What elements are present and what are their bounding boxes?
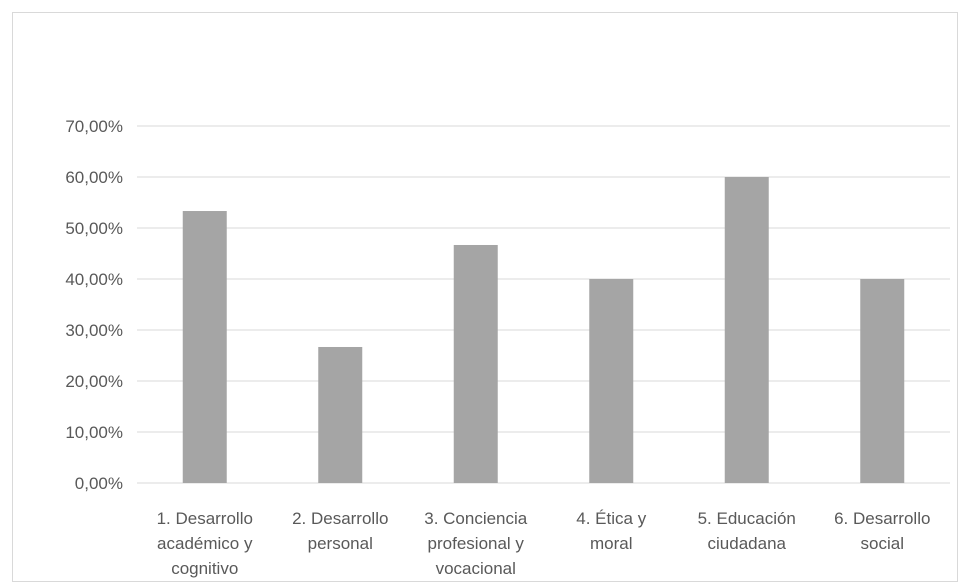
y-tick-label: 0,00% <box>75 474 123 493</box>
x-category-label: vocacional <box>436 559 516 578</box>
y-tick-label: 70,00% <box>65 117 123 136</box>
x-category-label: 4. Ética y <box>576 509 646 528</box>
x-category-label: 1. Desarrollo <box>157 509 253 528</box>
bar <box>860 279 905 483</box>
x-category-label: 5. Educación <box>698 509 796 528</box>
x-category-label: cognitivo <box>171 559 238 578</box>
x-category-label: académico y <box>157 534 253 553</box>
x-category-label: 6. Desarrollo <box>834 509 930 528</box>
x-category-label: 2. Desarrollo <box>292 509 388 528</box>
bar <box>589 279 634 483</box>
bar <box>318 346 363 483</box>
y-tick-label: 60,00% <box>65 168 123 187</box>
bar <box>453 244 498 483</box>
x-category-label: personal <box>308 534 373 553</box>
y-tick-label: 10,00% <box>65 423 123 442</box>
x-category-label: moral <box>590 534 633 553</box>
y-tick-label: 30,00% <box>65 321 123 340</box>
x-category-label: ciudadana <box>708 534 787 553</box>
bar <box>724 177 769 483</box>
x-category-label: profesional y <box>428 534 525 553</box>
y-tick-label: 50,00% <box>65 219 123 238</box>
x-category-label: social <box>861 534 904 553</box>
x-category-label: 3. Conciencia <box>424 509 528 528</box>
bar <box>182 211 227 483</box>
y-tick-label: 20,00% <box>65 372 123 391</box>
y-tick-label: 40,00% <box>65 270 123 289</box>
